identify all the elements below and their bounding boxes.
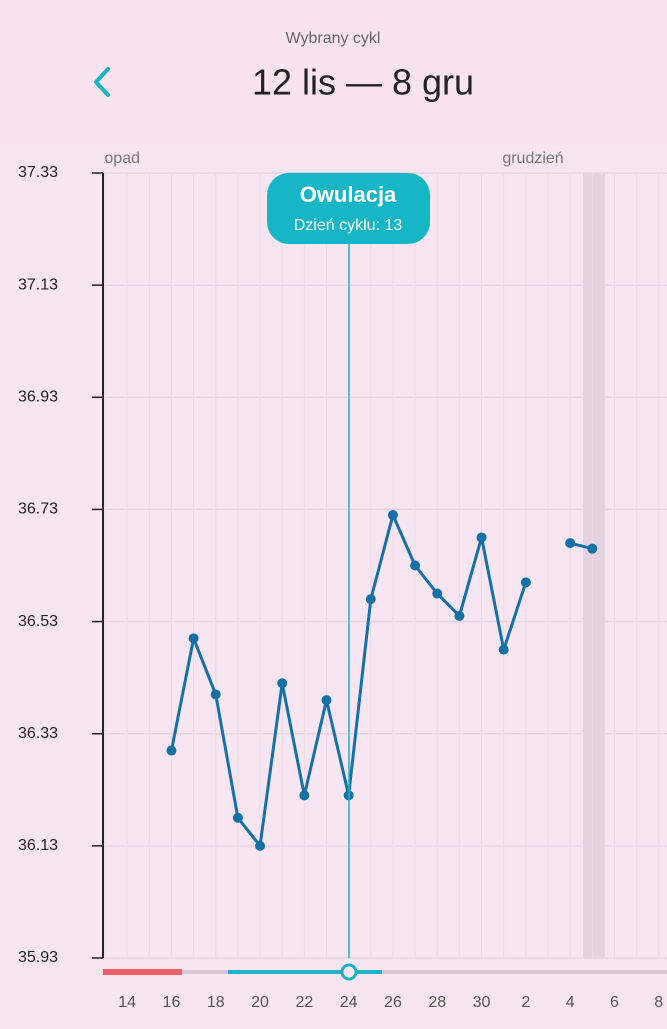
temperature-point (166, 745, 177, 756)
temperature-point (565, 538, 576, 549)
header-subtitle: Wybrany cykl (286, 30, 381, 47)
temperature-point (365, 594, 376, 605)
temperature-point (210, 689, 221, 700)
x-tick-label: 8 (654, 994, 663, 1011)
temperature-point (299, 790, 310, 801)
annotation-title: Owulacja (300, 182, 397, 207)
x-tick-label: 24 (340, 994, 358, 1011)
grid (103, 172, 667, 959)
temperature-point (432, 588, 443, 599)
month-label: grudzień (502, 150, 563, 167)
x-tick-label: 4 (566, 994, 575, 1011)
x-tick-label: 22 (295, 994, 313, 1011)
y-tick-label: 35.93 (18, 949, 58, 966)
temperature-line (169, 513, 593, 848)
y-tick-label: 36.93 (18, 389, 58, 406)
annotation-box (267, 173, 430, 244)
y-tick-label: 36.13 (18, 837, 58, 854)
ovulation-marker (340, 963, 358, 981)
x-tick-label: 14 (118, 994, 136, 1011)
y-tick-label: 36.73 (18, 501, 58, 518)
x-tick-label: 18 (207, 994, 225, 1011)
temperature-point (188, 633, 199, 644)
plot (166, 510, 598, 851)
temperature-point (587, 543, 598, 554)
x-tick-label: 30 (473, 994, 491, 1011)
temperature-point (321, 695, 332, 706)
temperature-point (476, 532, 487, 543)
annotation-text: Dzień cyklu: 13 (294, 217, 403, 234)
temperature-point (520, 577, 531, 588)
y-tick-label: 37.33 (18, 164, 58, 181)
temperature-point (277, 678, 288, 689)
y-tick-label: 36.53 (18, 613, 58, 630)
temperature-point (255, 840, 266, 851)
temperature-point (387, 510, 398, 521)
temperature-point (498, 644, 509, 655)
x-tick-label: 6 (610, 994, 619, 1011)
x-tick-label: 2 (521, 994, 530, 1011)
temperature-point (410, 560, 421, 571)
x-tick-label: 28 (428, 994, 446, 1011)
y-tick-label: 36.33 (18, 725, 58, 742)
today-column (583, 173, 605, 958)
y-tick-label: 37.13 (18, 276, 58, 293)
header-bg (0, 0, 667, 145)
x-tick-label: 26 (384, 994, 402, 1011)
header-title: 12 lis — 8 gru (252, 62, 474, 103)
x-tick-label: 16 (163, 994, 181, 1011)
temperature-point (232, 812, 243, 823)
month-label: listopad (85, 150, 140, 167)
x-tick-label: 20 (251, 994, 269, 1011)
temperature-point (454, 610, 465, 621)
back-button[interactable] (94, 67, 110, 97)
